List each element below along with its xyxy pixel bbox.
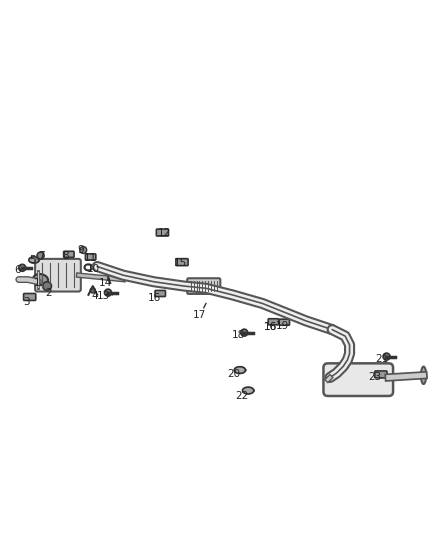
Text: 6: 6 [14, 265, 21, 275]
Text: 16: 16 [148, 293, 161, 303]
Text: 12: 12 [158, 228, 171, 238]
Text: 21: 21 [375, 354, 389, 364]
Text: 15: 15 [174, 259, 187, 269]
FancyBboxPatch shape [35, 259, 81, 292]
Text: 2: 2 [45, 288, 52, 297]
Text: 9: 9 [78, 245, 85, 255]
FancyBboxPatch shape [176, 259, 188, 265]
FancyBboxPatch shape [375, 371, 387, 378]
Text: 23: 23 [368, 373, 381, 383]
Circle shape [106, 275, 111, 280]
Text: 14: 14 [99, 278, 112, 288]
Text: 16: 16 [264, 321, 277, 332]
Circle shape [241, 329, 248, 336]
Text: 16: 16 [264, 321, 277, 332]
FancyBboxPatch shape [323, 364, 393, 396]
FancyBboxPatch shape [268, 319, 279, 325]
Text: 13: 13 [97, 291, 110, 301]
Text: 5: 5 [29, 255, 36, 265]
Ellipse shape [33, 274, 48, 285]
FancyBboxPatch shape [187, 278, 220, 294]
FancyBboxPatch shape [279, 319, 290, 325]
Text: 19: 19 [276, 321, 289, 331]
Text: 17: 17 [193, 310, 206, 320]
Text: 3: 3 [23, 297, 30, 307]
Circle shape [105, 289, 112, 296]
Circle shape [37, 252, 44, 259]
Circle shape [80, 246, 87, 254]
Text: 8: 8 [63, 252, 69, 262]
FancyBboxPatch shape [85, 254, 96, 260]
Text: 18: 18 [232, 330, 245, 340]
FancyBboxPatch shape [64, 251, 74, 257]
Text: 7: 7 [38, 252, 45, 262]
Text: 20: 20 [228, 369, 241, 379]
Text: 11: 11 [84, 253, 97, 263]
Text: 10: 10 [87, 264, 100, 274]
Text: 1: 1 [34, 278, 40, 288]
FancyBboxPatch shape [155, 290, 166, 296]
Polygon shape [234, 367, 246, 374]
FancyBboxPatch shape [156, 229, 169, 236]
Circle shape [19, 264, 26, 271]
Text: 22: 22 [236, 391, 249, 401]
Polygon shape [29, 257, 39, 263]
Circle shape [90, 288, 95, 293]
FancyBboxPatch shape [24, 294, 36, 301]
Polygon shape [243, 387, 254, 394]
Text: 4: 4 [92, 291, 98, 301]
Ellipse shape [421, 367, 426, 384]
Circle shape [43, 282, 51, 290]
Circle shape [383, 353, 390, 360]
